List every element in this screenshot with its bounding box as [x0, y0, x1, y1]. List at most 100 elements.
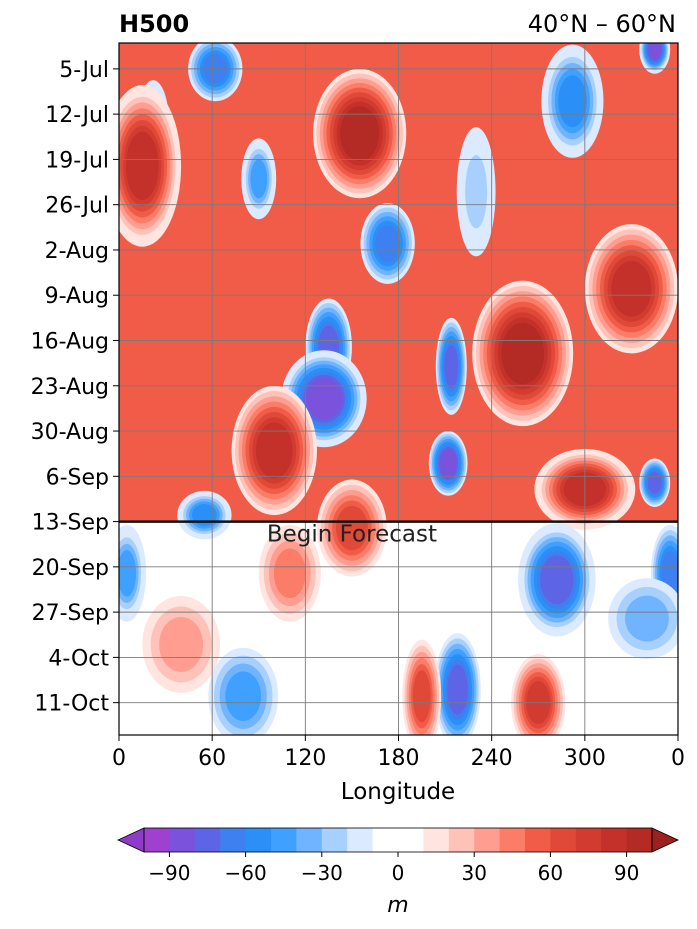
- y-tick-label: 2-Aug: [45, 239, 109, 264]
- contour-band: [225, 671, 262, 722]
- colorbar-tick-label: 60: [538, 861, 563, 885]
- x-tick-label: 120: [284, 746, 326, 771]
- x-tick-label: 60: [198, 746, 226, 771]
- contour-band: [119, 550, 137, 597]
- anomaly-feature: [541, 44, 604, 158]
- y-axis: 5-Jul 12-Jul 19-Jul 26-Jul 2-Aug 9-Aug 16-Aug 2…: [31, 58, 119, 717]
- colorbar-segment: [525, 828, 551, 852]
- y-tick-label: 19-Jul: [45, 148, 109, 173]
- x-tick-label: 0: [112, 746, 126, 771]
- contour-band: [125, 131, 159, 201]
- colorbar: −90 −60 −30 0 30 60 90: [117, 827, 679, 885]
- contour-band: [335, 505, 368, 551]
- contour-band: [624, 595, 669, 642]
- colorbar-segment: [423, 828, 450, 852]
- forecast-annotation: Begin Forecast: [267, 522, 437, 548]
- colorbar-segment: [372, 828, 424, 852]
- contour-band: [447, 664, 468, 715]
- y-tick-label: 5-Jul: [59, 58, 109, 83]
- colorbar-segment: [271, 828, 297, 852]
- anomaly-feature: [231, 385, 317, 516]
- colorbar-segment: [575, 828, 602, 852]
- colorbar-segment: [245, 828, 272, 852]
- y-tick-label: 4-Oct: [48, 646, 109, 671]
- anomaly-feature: [428, 431, 468, 496]
- anomaly-feature: [241, 138, 277, 220]
- anomaly-feature: [639, 43, 671, 74]
- x-tick-label: 0: [671, 746, 685, 771]
- gridlines: [119, 43, 678, 735]
- colorbar-segment: [194, 828, 221, 852]
- colorbar-segment: [601, 828, 628, 852]
- anomaly-feature: [608, 578, 678, 659]
- x-axis-label: Longitude: [341, 779, 455, 805]
- contour-band: [444, 344, 459, 388]
- colorbar-tick-label: −90: [148, 861, 190, 885]
- colorbar-segment: [626, 828, 653, 852]
- contour-band: [611, 260, 652, 317]
- anomaly-feature: [360, 203, 415, 284]
- y-tick-label: 20-Sep: [32, 556, 109, 581]
- contour-band: [159, 616, 204, 672]
- colorbar-segment: [144, 828, 170, 852]
- colorbar-extend-low: [117, 827, 145, 853]
- title-right: 40°N – 60°N: [528, 10, 676, 38]
- contour-band: [412, 670, 431, 723]
- y-tick-label: 16-Aug: [31, 329, 109, 354]
- y-tick-label: 23-Aug: [31, 375, 109, 400]
- contour-band: [439, 449, 457, 478]
- colorbar-tick-label: 0: [392, 861, 405, 885]
- contour-band: [250, 159, 268, 199]
- contour-band: [191, 503, 217, 527]
- colorbar-segment: [550, 828, 577, 852]
- anomaly-feature: [435, 317, 467, 415]
- y-tick-label: 11-Oct: [34, 692, 109, 717]
- x-axis: 0 60 120 180 240 300 0: [112, 735, 685, 771]
- y-tick-label: 30-Aug: [31, 420, 109, 445]
- anomaly-field: [119, 43, 678, 735]
- anomaly-feature: [472, 280, 574, 427]
- contour-band: [340, 106, 380, 161]
- colorbar-tick-label: 30: [461, 861, 486, 885]
- colorbar-unit-label: m: [387, 893, 408, 918]
- anomaly-feature: [208, 647, 279, 735]
- colorbar-segment: [220, 828, 247, 852]
- colorbar-segment: [499, 828, 526, 852]
- anomaly-feature: [177, 490, 232, 540]
- contour-band: [375, 224, 401, 263]
- y-tick-label: 13-Sep: [32, 511, 109, 536]
- anomaly-feature: [456, 127, 496, 257]
- contour-band: [501, 322, 545, 385]
- anomaly-feature: [639, 458, 671, 508]
- contour-band: [648, 43, 662, 60]
- y-tick-label: 12-Jul: [45, 103, 109, 128]
- colorbar-segment: [448, 828, 475, 852]
- contour-band: [273, 548, 306, 599]
- contour-band: [255, 422, 293, 479]
- contour-band: [647, 472, 662, 494]
- contour-band: [465, 155, 488, 229]
- colorbar-segment: [474, 828, 501, 852]
- colorbar-segment: [347, 828, 374, 852]
- colorbar-tick-label: −30: [301, 861, 343, 885]
- anomaly-feature: [313, 68, 407, 199]
- colorbar-segment: [169, 828, 196, 852]
- anomaly-feature: [402, 639, 442, 735]
- y-tick-label: 27-Sep: [32, 601, 109, 626]
- anomaly-feature: [316, 479, 387, 577]
- x-tick-label: 180: [378, 746, 420, 771]
- x-tick-label: 240: [471, 746, 513, 771]
- anomaly-feature: [511, 654, 566, 735]
- colorbar-tick-label: 90: [614, 861, 639, 885]
- colorbar-segment: [296, 828, 323, 852]
- colorbar-segment: [321, 828, 348, 852]
- contour-band: [540, 555, 574, 605]
- anomaly-feature: [119, 524, 147, 622]
- y-tick-label: 6-Sep: [46, 465, 109, 490]
- y-tick-label: 9-Aug: [45, 284, 109, 309]
- anomaly-feature: [119, 85, 182, 247]
- title-left: H500: [119, 10, 189, 38]
- contour-band: [305, 378, 342, 420]
- y-tick-label: 26-Jul: [45, 194, 109, 219]
